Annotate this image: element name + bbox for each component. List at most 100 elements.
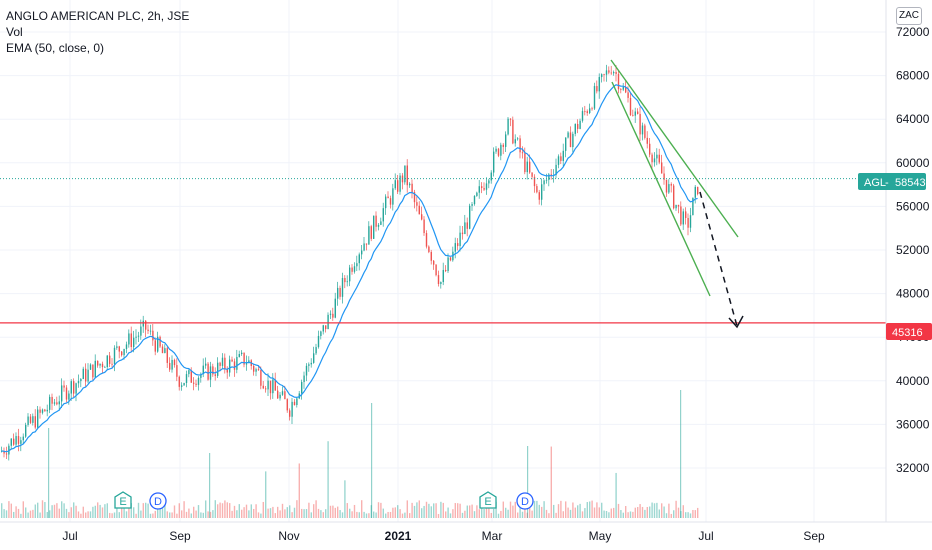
volume-bar <box>500 510 502 518</box>
volume-bar <box>646 507 648 518</box>
volume-bar <box>553 504 555 518</box>
candle-body <box>529 161 531 173</box>
candle-body <box>37 409 39 428</box>
candle-body <box>461 232 464 235</box>
candle-body <box>193 382 195 384</box>
candle-body <box>166 348 168 363</box>
volume-bar <box>409 513 411 518</box>
candle-body <box>226 369 228 373</box>
volume-bar <box>610 508 612 518</box>
candle-body <box>284 391 286 400</box>
volume-bar <box>670 513 672 518</box>
earnings-marker[interactable]: E <box>114 491 132 509</box>
volume-bar <box>579 503 581 518</box>
volume-bar <box>99 504 101 518</box>
volume-bar <box>687 512 689 518</box>
volume-bar <box>121 500 123 518</box>
volume-bar <box>15 506 17 518</box>
candle-body <box>596 86 598 92</box>
candle-body <box>387 196 389 199</box>
candle-body <box>344 278 346 283</box>
candle-body <box>99 363 101 366</box>
volume-bar <box>677 507 680 518</box>
volume-bar <box>437 513 440 518</box>
earnings-marker[interactable]: E <box>479 491 497 509</box>
candle-body <box>181 385 183 387</box>
descending-channel[interactable] <box>610 59 739 297</box>
candle-body <box>397 180 399 192</box>
volume-legend[interactable]: Vol <box>6 25 23 39</box>
ema-legend[interactable]: EMA (50, close, 0) <box>6 41 105 55</box>
candle-body <box>301 382 303 394</box>
volume-bar <box>502 501 504 518</box>
candle-body <box>653 158 656 163</box>
volume-bar <box>123 507 125 518</box>
time-axis[interactable]: Jul Sep Nov 2021 Mar May Jul Sep <box>62 529 825 543</box>
projection-arrow[interactable] <box>699 191 744 329</box>
candle-body <box>149 330 152 332</box>
candle-body <box>334 298 336 318</box>
price-axis[interactable]: 7200068000640006000056000520004800044000… <box>896 25 930 475</box>
candle-body <box>39 409 41 413</box>
candle-body <box>543 180 545 185</box>
volume-bar <box>219 502 221 518</box>
volume-bar <box>615 472 617 518</box>
price-tick: 60000 <box>896 156 930 170</box>
candle-body <box>332 313 334 318</box>
candle-body <box>27 416 29 425</box>
candle-body <box>106 355 108 368</box>
volume-bar <box>673 510 675 518</box>
symbol-title[interactable]: ANGLO AMERICAN PLC, 2h, JSE <box>6 9 190 23</box>
candle-body <box>555 164 557 176</box>
currency-label[interactable]: ZAC <box>896 7 922 25</box>
volume-bar <box>41 500 44 518</box>
volume-bar <box>433 503 435 518</box>
candle-body <box>399 175 401 192</box>
candle-body <box>692 197 694 216</box>
candle-body <box>507 118 509 135</box>
channel-lower-line[interactable] <box>611 81 711 297</box>
candle-body <box>370 226 372 239</box>
volume-bar <box>10 503 12 518</box>
volume-bar <box>533 500 536 518</box>
candle-body <box>411 183 413 193</box>
candle-body <box>195 383 197 385</box>
candle-body <box>279 394 281 399</box>
volume-bar <box>639 504 641 518</box>
volume-bar <box>339 510 341 518</box>
candle-body <box>293 401 296 406</box>
volume-bar <box>17 508 20 518</box>
dividend-marker[interactable]: D <box>516 492 534 510</box>
candle-body <box>641 125 644 135</box>
volume-bar <box>392 507 394 518</box>
candle-body <box>574 124 576 134</box>
volume-bar <box>214 500 216 518</box>
candle-body <box>620 89 622 90</box>
candle-body <box>512 119 514 144</box>
candle-body <box>243 352 245 365</box>
volume-bar <box>387 511 389 518</box>
volume-bar <box>473 511 476 518</box>
candle-body <box>289 410 291 417</box>
volume-bar <box>308 502 310 518</box>
candle-body <box>337 287 339 299</box>
volume-bar <box>471 504 473 518</box>
channel-upper-line[interactable] <box>610 59 739 238</box>
volume-bar <box>104 504 106 518</box>
volume-bar <box>497 513 500 518</box>
candle-body <box>617 74 620 90</box>
earnings-icon <box>479 491 497 509</box>
dividend-marker[interactable]: D <box>149 492 167 510</box>
volume-bar <box>548 513 550 518</box>
candle-body <box>317 335 320 348</box>
candle-body <box>608 70 610 73</box>
volume-bar <box>560 500 562 518</box>
candle-body <box>627 92 629 98</box>
candle-body <box>497 148 500 156</box>
volume-bar <box>73 502 75 518</box>
volume-bar <box>562 511 564 518</box>
candle-body <box>245 362 248 365</box>
candle-body <box>20 440 22 444</box>
